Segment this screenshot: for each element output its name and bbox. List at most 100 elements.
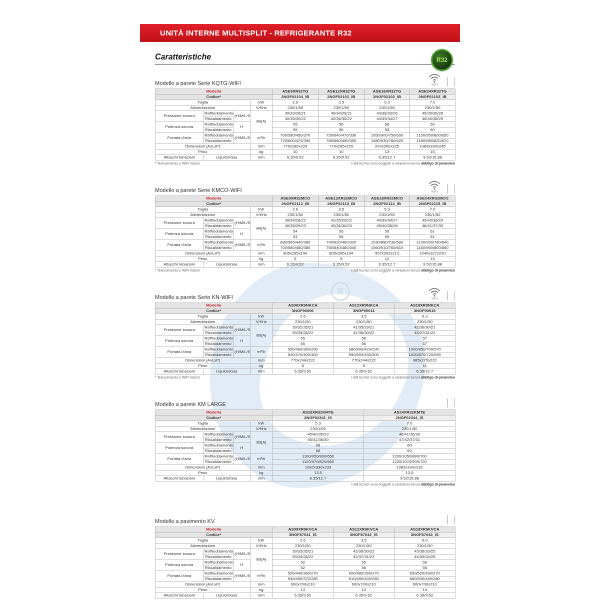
- unit-label: mm: [249, 154, 273, 161]
- footnote-right: I dati tecnici sono soggetti a variazion…: [350, 483, 455, 487]
- table-row: Codice* 3NGF90006 3NGF90011 3NGF90016: [154, 308, 456, 314]
- unit-label: m³/h: [249, 239, 273, 251]
- unit-label: dB(A): [249, 431, 273, 454]
- table-row: Potenza sonora Raffreddamento H 52 55 56: [155, 559, 456, 571]
- row-label: Pressione sonora: [155, 548, 204, 560]
- spec-value: 1060/910/760/610: [364, 245, 411, 251]
- registered-trademark-watermark: R: [331, 282, 350, 301]
- spec-table: Modello AS09XR9KVCA AS12XR9KVCA AS18XR9KVCA…: [154, 526, 456, 599]
- unit-label: mm: [249, 368, 273, 375]
- row-sublabel: Riscaldamento: [203, 127, 234, 133]
- unit-label: m³/h: [249, 453, 273, 465]
- spec-section: Modello a parete Serie KN-WIFI WIFI Modell…: [154, 286, 456, 380]
- row-sublabel: Riscaldamento: [203, 459, 234, 465]
- wifi-icon: WIFI: [428, 180, 441, 194]
- row-sublabel: Raffreddamento: [203, 132, 234, 139]
- row-label: Portata d'aria: [155, 453, 204, 465]
- spec-value: 1030/880/730/590: [364, 239, 411, 246]
- row-sublabel: Raffreddamento: [203, 217, 234, 224]
- row-sublabel: Raffreddamento: [203, 559, 234, 566]
- spec-table: Modello AS09XR9NKCA AS12XR9NKCA AS18XR9NKCA…: [154, 302, 456, 375]
- spec-value: 6.35/9.52: [272, 592, 334, 599]
- row-sublabel: Raffreddamento: [203, 431, 234, 438]
- table-row: Pressione sonoraRaffreddamento(H/M/L/SL)…: [155, 431, 456, 454]
- row-sublabel: Riscaldamento: [203, 330, 234, 336]
- row-label: Pressione sonora: [155, 431, 204, 443]
- page-content: Caratteristiche R32 Modello a parete Ser…: [154, 49, 456, 600]
- remote-icon: [447, 398, 448, 408]
- section-title: Modello a parete Serie KQTG-WIFI: [155, 80, 241, 87]
- spec-value: 1050/900/750/600: [364, 132, 411, 139]
- model-name: ASE18XR32MCO: [364, 195, 411, 202]
- row-sublabel: Liquido/Gas: [203, 154, 251, 161]
- table-row: Attacchi tubazioni Liquido/Gas mm 6.35/9.52…: [155, 592, 456, 599]
- footnote-right: I dati tecnici sono soggetti a variazion…: [350, 269, 455, 273]
- table-row: Modello ASE9XR32TG ASE12XR32TG ASE18XR32TG A…: [154, 88, 456, 95]
- spec-value: 6.35/12.7: [272, 475, 365, 482]
- row-sublabel: Raffreddamento: [203, 335, 234, 342]
- wifi-icon: WIFI: [428, 287, 441, 301]
- fan-speed-label: H: [233, 335, 251, 347]
- row-sublabel: Riscaldamento: [203, 223, 234, 229]
- row-sublabel: Raffreddamento: [203, 324, 234, 331]
- row-sublabel: Raffreddamento: [203, 346, 234, 353]
- row-label: Potenza sonora: [155, 335, 204, 347]
- footnote-right: I dati tecnici sono soggetti a variazion…: [350, 376, 455, 380]
- fan-speed-label: (H/M/L/SL): [233, 346, 251, 358]
- row-label: Portata d'aria: [155, 346, 204, 358]
- model-name: ASE24XR32MCO: [409, 195, 456, 202]
- unit-label: mm: [249, 475, 273, 482]
- row-sublabel: Riscaldamento: [203, 576, 234, 582]
- spec-value: 1130/930/780/640: [409, 239, 456, 246]
- wall-unit-icon: [454, 184, 455, 194]
- fan-speed-label: (H/M/L/SL): [233, 548, 251, 560]
- fan-speed-label: H: [233, 228, 251, 240]
- section-title: Modello a pavimento KV: [155, 518, 215, 525]
- row-sublabel: Raffreddamento: [203, 121, 234, 128]
- spec-value: 6.35/9.52: [394, 592, 456, 599]
- spec-value: 6.35/9.52: [333, 592, 395, 599]
- section-title: Modello a parete KM LARGE: [155, 401, 226, 408]
- unit-label: mm: [249, 261, 273, 268]
- r32-refrigerant-badge: R32: [431, 49, 453, 71]
- footnote-left: * Telecomando e WiFi inclusi: [155, 162, 200, 166]
- row-label: Potenza sonora: [155, 228, 204, 240]
- fan-speed-label: H: [233, 442, 251, 454]
- spec-table: Modello ASE9XR32MCO ASE12XR32MCO ASE18XR32M…: [154, 195, 456, 268]
- unit-label: m³/h: [249, 570, 273, 582]
- table-row: Attacchi tubazioni Liquido/Gas mm 6.35/12.7…: [155, 475, 456, 482]
- spec-value: 6.35/9.52: [333, 368, 395, 375]
- row-label: Attacchi tubazioni: [155, 368, 204, 375]
- spec-value: 1080/930/780/620: [364, 138, 411, 144]
- unit-label: dB(A): [249, 324, 273, 347]
- table-row: Riscaldamento 720/600/470/390 780/660/490/…: [155, 138, 456, 144]
- unit-label: dB(A): [249, 110, 273, 133]
- footnote-left: * Telecomando e WiFi inclusi: [155, 376, 200, 380]
- row-sublabel: Riscaldamento: [203, 352, 234, 358]
- section-title: Modello a parete Serie KN-WIFI: [155, 294, 233, 301]
- table-row: Alimentazione V/f/Hz 230/1/50 230/1/50 230/1…: [155, 543, 456, 549]
- spec-value: 6.35/9.52: [272, 368, 334, 375]
- table-row: Pressione sonoraRaffreddamento(H/M/L/SL)…: [155, 548, 456, 571]
- table-row: Dimensioni (AxLxP) mm 1082x330x233 1082x330…: [155, 464, 456, 471]
- page-banner: UNITÀ INTERNE MULTISPLIT - REFRIGERANTE …: [140, 24, 460, 42]
- spec-value: 6.35/9.52: [318, 154, 365, 161]
- row-sublabel: Riscaldamento: [203, 437, 234, 443]
- row-label: Potenza sonora: [155, 559, 204, 571]
- table-row: Riscaldamento 530/450/370/280 610/490/400/…: [155, 576, 456, 582]
- wall-unit-icon: [454, 77, 455, 87]
- row-sublabel: Raffreddamento: [203, 548, 234, 555]
- table-row: Pressione sonoraRaffreddamento(H/M/L/SL)…: [155, 110, 456, 133]
- remote-icon: [447, 184, 448, 194]
- fan-speed-label: (H/M/L/SL): [233, 431, 251, 443]
- row-sublabel: Riscaldamento: [203, 138, 234, 144]
- spec-value: 1160/960/800/660: [409, 245, 456, 251]
- spec-section: Modello a parete Serie KQTG-WIFI WIFI Mode…: [154, 72, 456, 166]
- footnote-right: I dati tecnici sono soggetti a variazion…: [350, 162, 455, 166]
- row-label: Portata d'aria: [155, 570, 204, 582]
- table-row: Attacchi tubazioni Liquido/Gas mm 6.35/9.52…: [155, 368, 456, 375]
- table-row: Modello AS09XR9NKCA AS12XR9NKCA AS18XR9NKCA: [154, 302, 456, 309]
- table-row: Modello AS09XR9KVCA AS12XR9KVCA AS18XR9KVCA: [154, 526, 456, 533]
- remote-icon: [447, 515, 448, 525]
